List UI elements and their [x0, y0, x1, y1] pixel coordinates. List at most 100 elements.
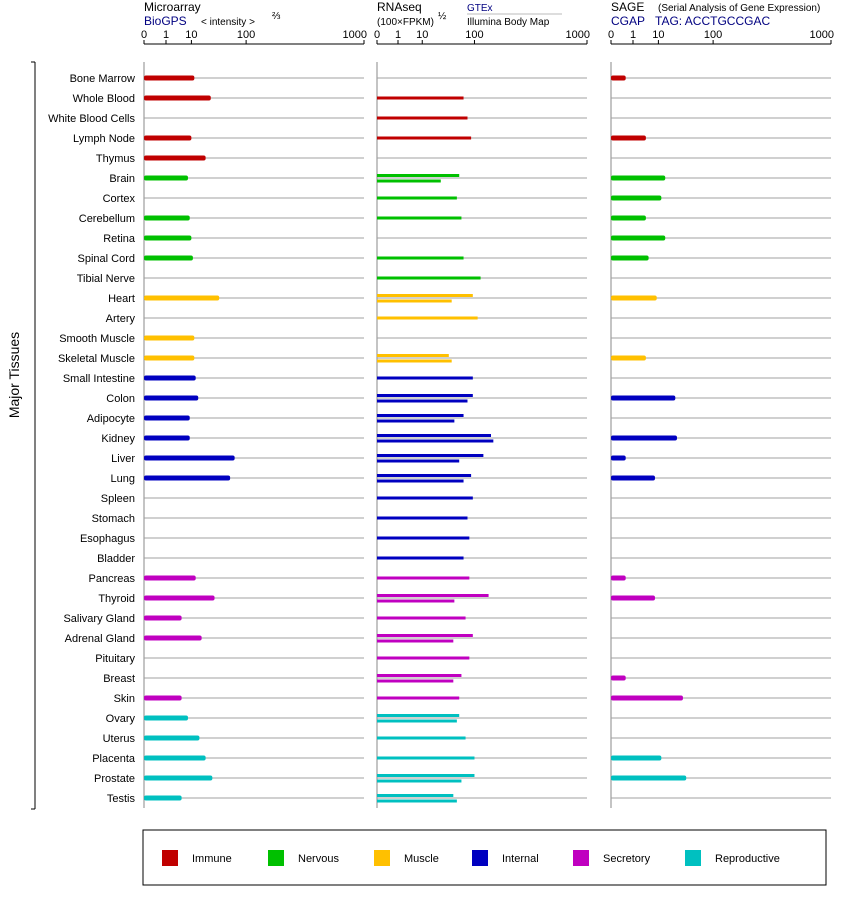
sage-bar	[611, 695, 683, 701]
intensity-exponent: ⅔	[272, 11, 281, 22]
legend-swatch-secretory	[573, 850, 589, 866]
rnaseq-gtex-bar	[377, 756, 475, 760]
tissue-label: Tibial Nerve	[77, 273, 135, 285]
legend-label-reproductive: Reproductive	[715, 853, 780, 865]
rnaseq-gtex-bar	[377, 556, 464, 560]
tissue-label: Stomach	[92, 513, 135, 525]
tissue-label: Prostate	[94, 773, 135, 785]
rnaseq-bodymap-bar	[377, 419, 455, 423]
microarray-bar	[144, 75, 195, 81]
tissue-label: Colon	[106, 393, 135, 405]
rnaseq-gtex-bar	[377, 474, 472, 477]
sage-bar	[611, 355, 646, 361]
tissue-label: Adipocyte	[87, 413, 135, 425]
rnaseq-title: RNAseq	[377, 0, 422, 14]
rnaseq-tick-label: 100	[465, 29, 483, 41]
legend-swatch-internal	[472, 850, 488, 866]
tissue-label: Bladder	[97, 553, 135, 565]
microarray-bar	[144, 735, 200, 741]
legend-label-muscle: Muscle	[404, 853, 439, 865]
rnaseq-gtex-bar	[377, 196, 457, 200]
legend-swatch-nervous	[268, 850, 284, 866]
sage-bar	[611, 475, 655, 481]
rnaseq-gtex-bar	[377, 736, 466, 740]
microarray-bar	[144, 335, 195, 341]
tissue-label: Kidney	[101, 433, 135, 445]
rnaseq-gtex-bar	[377, 594, 489, 597]
tissue-label: Heart	[108, 293, 135, 305]
sage-bar	[611, 435, 677, 441]
rnaseq-gtex-bar	[377, 136, 472, 140]
cgap-link[interactable]: CGAP	[611, 14, 645, 28]
tissue-label: Spinal Cord	[78, 253, 135, 265]
sage-bar	[611, 135, 646, 141]
tissue-label: Whole Blood	[73, 93, 135, 105]
microarray-bar	[144, 95, 211, 101]
rnaseq-gtex-bar	[377, 96, 464, 100]
sage-tick-label: 10	[652, 29, 664, 41]
rnaseq-gtex-bar	[377, 454, 484, 457]
rnaseq-panel: 0 1 10 100 1000	[374, 29, 590, 808]
sage-tick-label: 1	[630, 29, 636, 41]
microarray-panel: 0 1 10 100 1000	[141, 29, 367, 808]
tissue-label: Pancreas	[89, 573, 136, 585]
sage-bar	[611, 755, 662, 761]
microarray-bar	[144, 455, 235, 461]
microarray-header: Microarray BioGPS < intensity > ⅔	[144, 0, 281, 28]
sage-tick-label: 0	[608, 29, 614, 41]
rnaseq-gtex-bar	[377, 394, 473, 397]
rnaseq-bodymap-bar	[377, 439, 494, 443]
microarray-bar	[144, 475, 231, 481]
tissue-label: Skeletal Muscle	[58, 353, 135, 365]
legend-label-internal: Internal	[502, 853, 539, 865]
microarray-bar	[144, 435, 190, 441]
rnaseq-bodymap-bar	[377, 399, 468, 403]
biogps-link[interactable]: BioGPS	[144, 14, 187, 28]
sage-tag: TAG: ACCTGCCGAC	[655, 14, 770, 28]
tissue-label: Cerebellum	[79, 213, 135, 225]
rnaseq-gtex-bar	[377, 634, 473, 637]
legend: Immune Nervous Muscle Internal Secretory Repr…	[162, 850, 780, 866]
microarray-bar	[144, 215, 190, 221]
rnaseq-gtex-bar	[377, 696, 460, 700]
rnaseq-gtex-bar	[377, 376, 473, 380]
rnaseq-gtex-bar	[377, 794, 454, 797]
rnaseq-header: RNAseq (100×FPKM) ½ GTEx Illumina Body M…	[377, 0, 562, 28]
legend-swatch-muscle	[374, 850, 390, 866]
legend-swatch-reproductive	[685, 850, 701, 866]
microarray-bar	[144, 775, 213, 781]
sage-bar	[611, 255, 649, 261]
sage-bar	[611, 175, 666, 181]
tissue-label: White Blood Cells	[48, 113, 135, 125]
rnaseq-gtex-bar	[377, 174, 460, 177]
gtex-link[interactable]: GTEx	[467, 3, 493, 14]
legend-label-nervous: Nervous	[298, 853, 339, 865]
tissue-label: Placenta	[92, 753, 136, 765]
rnaseq-gtex-bar	[377, 414, 464, 417]
microarray-bar	[144, 635, 202, 641]
major-tissues-bracket	[31, 61, 36, 810]
rnaseq-bodymap-bar	[377, 299, 452, 303]
microarray-bar	[144, 615, 182, 621]
rnaseq-gtex-bar	[377, 294, 473, 297]
microarray-bar	[144, 375, 196, 381]
tissue-label: Uterus	[103, 733, 136, 745]
microarray-bar	[144, 795, 182, 801]
sage-bar	[611, 395, 676, 401]
intensity-label: < intensity >	[201, 17, 255, 28]
rnaseq-bodymap-bar	[377, 639, 454, 643]
rnaseq-bodymap-bar	[377, 459, 460, 463]
sage-bar	[611, 295, 657, 301]
panels: 0 1 10 100 1000 0 1 10 100 1000 0 1 10 100 1000	[141, 29, 834, 808]
sage-panel: 0 1 10 100 1000	[608, 29, 834, 808]
microarray-bar	[144, 695, 182, 701]
microarray-title: Microarray	[144, 0, 201, 14]
tissue-label: Pituitary	[95, 653, 135, 665]
rnaseq-tick-label: 10	[416, 29, 428, 41]
sage-bar	[611, 675, 626, 681]
microarray-bar	[144, 715, 188, 721]
rnaseq-gtex-bar	[377, 774, 475, 777]
sage-header: SAGE (Serial Analysis of Gene Expression…	[611, 0, 820, 28]
microarray-tick-label: 1000	[343, 29, 367, 41]
tissue-label: Spleen	[101, 493, 135, 505]
